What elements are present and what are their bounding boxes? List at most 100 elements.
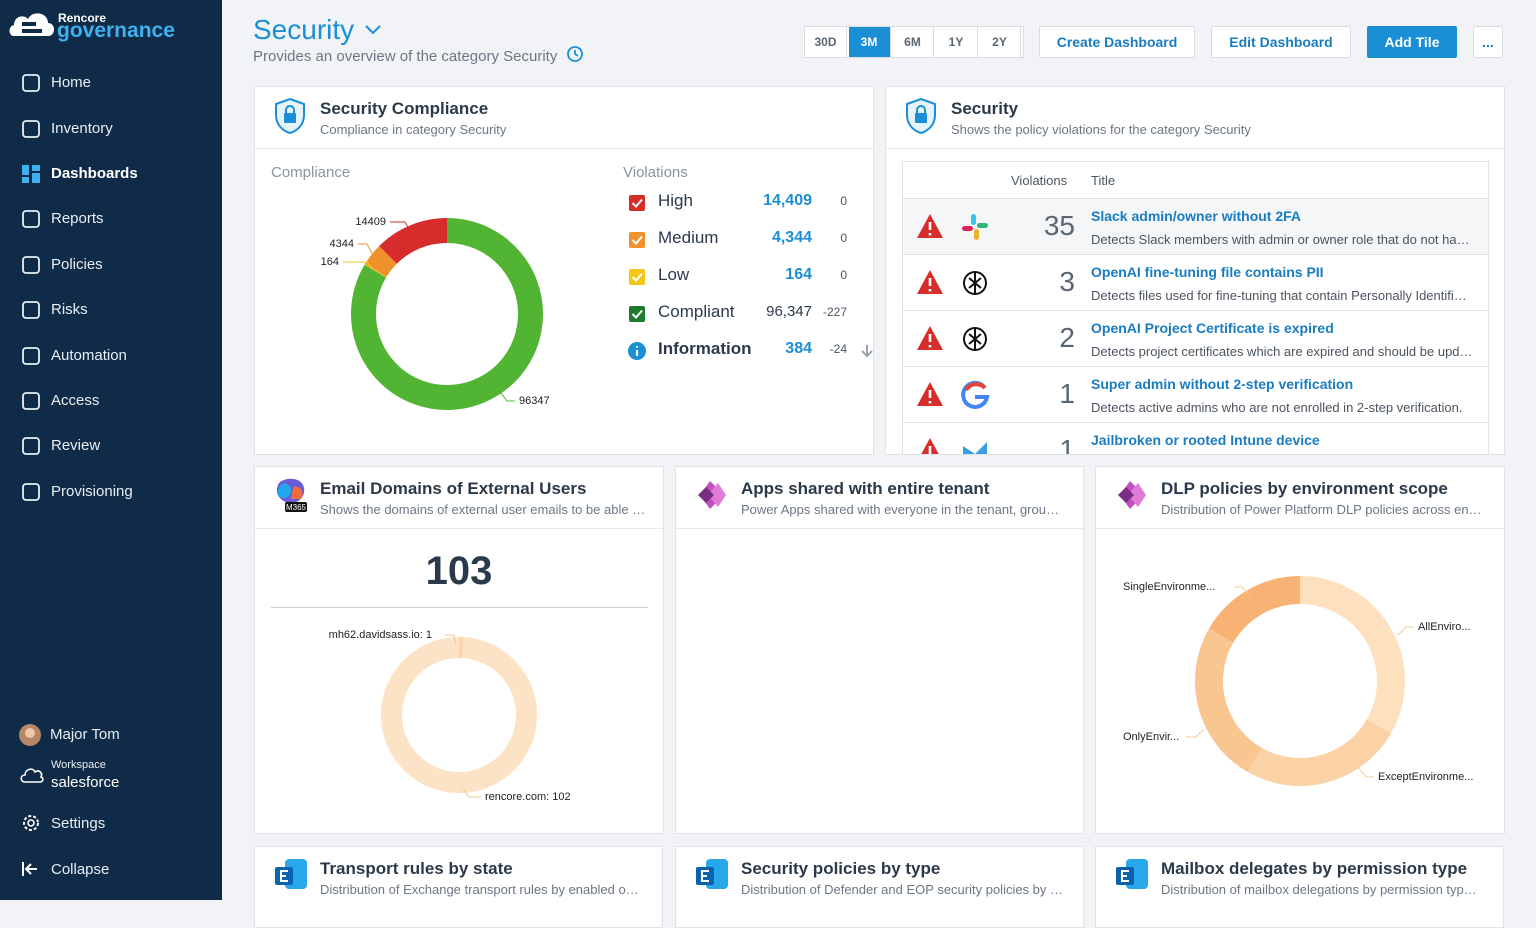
toolbar-button[interactable]: Add Tile [1367,26,1457,58]
down-arrow [860,344,874,358]
history-icon[interactable] [565,44,585,64]
icon-part [22,177,29,183]
violation-title[interactable]: Jailbroken or rooted Intune device [1091,432,1320,448]
donut-segment [388,231,447,255]
range-button[interactable]: 1Y [936,27,978,57]
nav-item[interactable]: Reports [0,201,222,237]
icon-part [23,484,39,500]
icon-part [629,269,645,285]
nav-item[interactable]: Provisioning [0,474,222,510]
nav-item[interactable]: Risks [0,292,222,328]
tile-subtitle: Distribution of Defender and EOP securit… [741,882,1063,897]
nav-icon [21,119,41,139]
violation-count[interactable]: 384 [785,340,812,358]
icon-part [23,121,39,137]
shield-icon [904,97,938,135]
toolbar-button[interactable]: Create Dashboard [1039,26,1195,58]
nav-item[interactable]: Review [0,428,222,464]
page-title[interactable]: Security [253,14,354,46]
nav-label: Home [51,74,91,91]
avatar [19,724,41,746]
violation-title[interactable]: OpenAI Project Certificate is expired [1091,320,1334,336]
nav-item[interactable]: Home [0,65,222,101]
violation-count: 1 [1059,378,1075,410]
violation-name: Low [658,265,689,285]
violation-description: Detects active admins who are not enroll… [1091,400,1462,415]
violation-title[interactable]: Super admin without 2-step verification [1091,376,1353,392]
violation-title[interactable]: Slack admin/owner without 2FA [1091,208,1301,224]
donut-label: mh62.davidsass.io: 1 [329,629,432,641]
violation-count: 1 [1059,434,1075,455]
exchange-icon [694,857,730,893]
icon-part [23,211,39,227]
status-icon [628,231,646,249]
leader-line [501,393,515,401]
violation-title[interactable]: OpenAI fine-tuning file contains PII [1091,264,1324,280]
violation-count[interactable]: 4,344 [772,229,812,247]
title-chevron[interactable] [364,24,382,36]
range-button[interactable]: 6M [892,27,934,57]
toolbar-button[interactable]: ... [1473,26,1503,58]
nav-label: Inventory [51,120,113,137]
dlp-tile: DLP policies by environment scope Distri… [1095,466,1505,834]
violation-description: Detects Slack members with admin or owne… [1091,232,1470,247]
app-icon [960,268,990,298]
donut-segment [376,255,388,270]
violation-delta: 0 [840,231,847,245]
powerapps-icon [694,477,730,513]
tile-title: Transport rules by state [320,859,513,879]
tile-subtitle: Power Apps shared with everyone in the t… [741,502,1059,517]
donut-label: OnlyEnvir... [1123,731,1179,743]
apps-tile: Apps shared with entire tenant Power App… [675,466,1084,834]
settings-link[interactable]: Settings [51,815,105,832]
violation-name: Information [658,339,752,359]
toolbar-button[interactable]: Edit Dashboard [1211,26,1351,58]
icon-part [23,348,39,364]
app-icon [960,436,990,455]
nav-label: Dashboards [51,165,138,182]
nav-icon [21,255,41,275]
nav-icon [21,482,41,502]
warning-icon [916,213,944,239]
app-icon [960,212,990,242]
violation-count[interactable]: 14,409 [763,192,812,210]
violation-count[interactable]: 164 [785,266,812,284]
violation-count: 96,347 [766,303,812,320]
nav-item[interactable]: Access [0,383,222,419]
icon-part [23,302,39,318]
violation-name: Compliant [658,302,735,322]
nav-icon [21,346,41,366]
collapse-link[interactable]: Collapse [51,861,109,878]
nav-icon [21,436,41,456]
range-button[interactable]: 3M [849,27,891,57]
nav-item[interactable]: Inventory [0,111,222,147]
icon-part [629,195,645,211]
donut-segment [1209,636,1255,760]
icon-part [23,438,39,454]
nav-icon [21,209,41,229]
tile-subtitle: Distribution of Exchange transport rules… [320,882,639,897]
nav-label: Risks [51,301,88,318]
logo-icon [8,6,56,44]
violation-row[interactable]: 1 Super admin without 2-step verification… [903,367,1488,423]
nav-item[interactable]: Dashboards [0,156,222,192]
exchange-icon [273,857,309,893]
donut-label: 164 [321,256,339,268]
user-name[interactable]: Major Tom [50,726,120,743]
status-icon [628,342,646,360]
nav-item[interactable]: Policies [0,247,222,283]
nav-item[interactable]: Automation [0,338,222,374]
range-button[interactable]: 30D [805,27,847,57]
workspace-name[interactable]: salesforce [51,774,119,791]
range-button[interactable]: 2Y [979,27,1021,57]
violation-row[interactable]: 1 Jailbroken or rooted Intune device [903,423,1488,455]
violation-delta: -227 [823,305,847,319]
